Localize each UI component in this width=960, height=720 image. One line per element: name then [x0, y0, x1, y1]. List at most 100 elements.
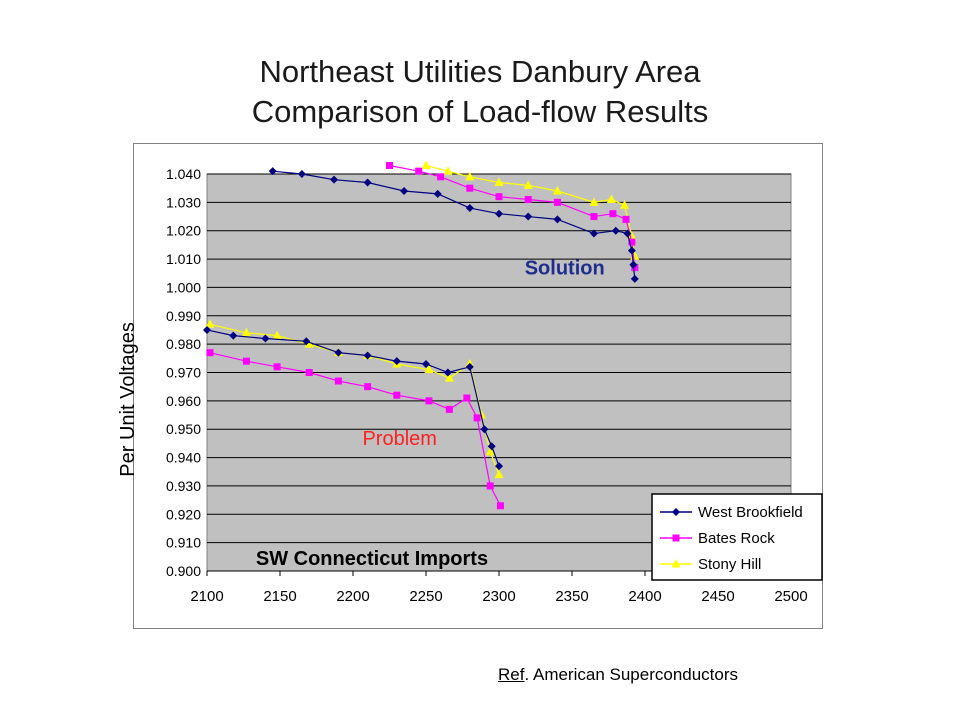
y-tick-label: 1.020 — [166, 223, 201, 239]
data-point — [609, 210, 617, 218]
series-line — [389, 164, 636, 268]
data-point — [445, 405, 453, 413]
y-tick-label: 1.030 — [166, 194, 201, 210]
data-point — [268, 167, 277, 176]
data-point — [424, 364, 434, 374]
data-point — [627, 231, 637, 240]
data-point — [485, 446, 495, 456]
data-point — [272, 330, 282, 340]
reference-note: Ref. American Superconductors — [498, 665, 738, 685]
data-point — [422, 359, 430, 368]
y-tick-label: 0.930 — [166, 478, 201, 494]
x-tick-label: 2300 — [482, 588, 515, 605]
data-point — [671, 559, 681, 568]
y-tick-label: 1.000 — [166, 279, 201, 295]
data-point — [465, 362, 474, 371]
data-point — [363, 178, 372, 187]
data-point — [386, 161, 393, 169]
data-point — [334, 377, 342, 385]
chart-title: Northeast Utilities Danbury Area Compari… — [120, 52, 840, 132]
data-point — [273, 363, 281, 371]
data-point — [443, 166, 453, 175]
y-tick-label: 0.960 — [166, 393, 201, 409]
x-tick-label: 2200 — [336, 588, 369, 605]
data-point — [611, 226, 620, 235]
data-point — [261, 334, 270, 343]
data-point — [205, 319, 215, 328]
series-west-brookfield — [203, 167, 639, 471]
data-point — [620, 200, 630, 209]
data-point — [631, 264, 639, 272]
data-point — [463, 394, 471, 402]
x-tick-label: 2450 — [701, 588, 734, 605]
title-line-2: Comparison of Load-flow Results — [251, 94, 709, 129]
y-tick-label: 0.950 — [166, 421, 201, 437]
legend-label: Stony Hill — [698, 556, 761, 573]
data-point — [494, 469, 504, 479]
data-point — [473, 414, 481, 422]
x-tick-label: 2250 — [409, 588, 442, 605]
legend-entry: West Brookfield — [660, 504, 803, 521]
data-point — [589, 229, 598, 238]
data-point — [552, 186, 562, 195]
data-point — [305, 369, 313, 376]
y-axis-title: Per Unit Voltages — [117, 322, 139, 477]
data-point — [297, 170, 306, 178]
data-point — [553, 198, 561, 206]
data-point — [437, 173, 445, 181]
y-tick-label: 0.910 — [166, 535, 201, 551]
x-tick-label: 2400 — [628, 588, 661, 605]
annotation-solution: Solution — [525, 258, 605, 280]
data-point — [606, 194, 616, 204]
data-point — [400, 187, 409, 196]
data-point — [553, 215, 562, 224]
data-point — [628, 238, 636, 246]
data-point — [627, 246, 636, 255]
data-point — [433, 189, 442, 198]
legend: West Brookfield Bates Rock Stony Hill — [651, 493, 823, 581]
data-point — [229, 331, 238, 340]
data-point — [494, 177, 504, 187]
data-point — [465, 171, 475, 181]
y-tick-label: 1.040 — [166, 166, 201, 182]
title-line-1: Northeast Utilities Danbury Area — [259, 54, 701, 89]
x-tick-label: 2100 — [190, 588, 223, 605]
data-point — [330, 175, 339, 184]
data-point — [623, 229, 632, 238]
data-point — [495, 462, 503, 471]
data-point — [495, 193, 503, 201]
legend-entry: Bates Rock — [660, 530, 775, 547]
data-point — [242, 357, 250, 365]
data-point — [302, 337, 311, 346]
chart-area: 0.900 0.910 0.920 0.930 0.940 0.950 0.960 0.970… — [117, 160, 823, 605]
y-tick-label: 1.010 — [166, 251, 201, 267]
data-point — [363, 351, 372, 360]
data-point — [622, 215, 630, 223]
data-point — [465, 204, 474, 213]
data-point — [241, 327, 251, 337]
reference-prefix: Ref — [498, 665, 525, 684]
data-point — [304, 339, 314, 348]
data-point — [443, 368, 452, 377]
legend-box — [651, 493, 823, 581]
data-point — [393, 391, 401, 399]
data-point — [466, 184, 474, 192]
y-tick-label: 0.970 — [166, 365, 201, 381]
y-tick-label: 0.940 — [166, 450, 201, 466]
x-tick-label: 2150 — [263, 588, 296, 605]
data-point — [629, 260, 638, 269]
data-point — [672, 508, 680, 516]
data-point — [630, 274, 639, 283]
series-line — [272, 170, 636, 279]
data-point — [206, 349, 214, 357]
y-tick-label: 0.920 — [166, 506, 201, 522]
y-tick-label: 0.980 — [166, 336, 201, 352]
reference-suffix: . American Superconductors — [524, 665, 739, 684]
data-point — [425, 397, 433, 405]
data-point — [495, 209, 503, 218]
data-point — [590, 213, 598, 221]
data-point — [487, 442, 496, 451]
data-point — [480, 425, 489, 434]
data-point — [524, 212, 533, 221]
data-point — [496, 502, 504, 510]
